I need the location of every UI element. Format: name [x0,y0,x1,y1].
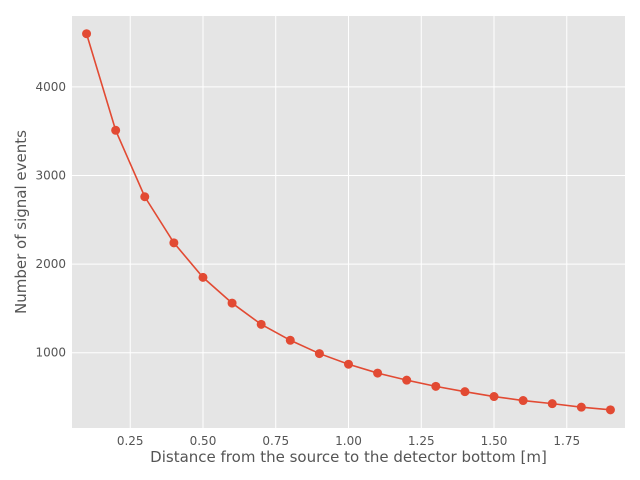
data-point [547,399,557,409]
data-point [402,375,412,385]
y-tick-label: 3000 [35,168,66,182]
data-point [314,349,324,359]
data-point [576,402,586,412]
x-axis-label: Distance from the source to the detector… [150,448,547,466]
data-point [373,368,383,378]
data-point [344,359,353,369]
data-point [431,381,441,391]
x-tick-label: 0.50 [190,434,217,448]
data-point [518,396,528,406]
y-tick-label: 2000 [35,257,66,271]
data-point [460,387,470,397]
data-point [256,319,266,329]
y-tick-label: 4000 [35,80,66,94]
x-tick-label: 0.75 [262,434,289,448]
tick-labels: 0.25 0.50 0.75 1.00 1.25 1.50 1.75 1000 2000 3000… [35,80,580,448]
series [82,29,615,415]
data-point [227,298,237,308]
x-tick-label: 0.25 [117,434,144,448]
data-point [169,238,179,248]
data-point [285,335,295,345]
x-tick-label: 1.00 [335,434,362,448]
data-point [140,192,150,202]
x-tick-label: 1.25 [408,434,435,448]
y-axis-label: Number of signal events [12,130,30,314]
x-tick-label: 1.75 [553,434,580,448]
data-point [198,272,208,282]
data-point [489,392,499,402]
gridlines [72,16,625,428]
data-point [605,405,615,415]
y-tick-label: 1000 [35,346,66,360]
data-point [111,125,121,135]
data-point [82,29,92,39]
x-tick-label: 1.50 [481,434,508,448]
